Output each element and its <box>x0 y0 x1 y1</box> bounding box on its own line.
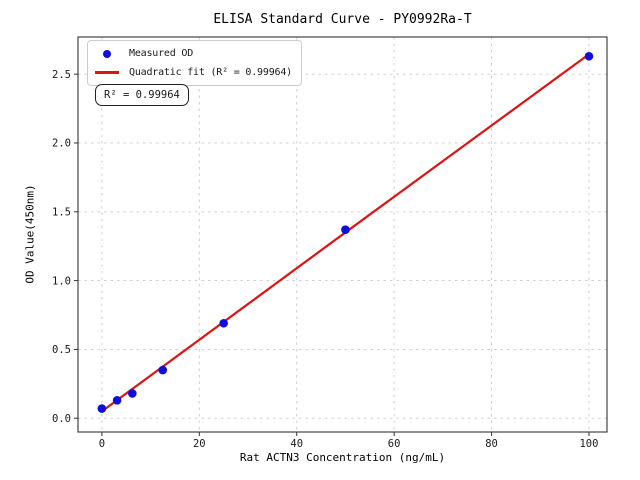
y-tick-label: 0.0 <box>52 413 71 425</box>
y-tick-label: 2.5 <box>52 69 71 81</box>
data-point <box>341 225 350 234</box>
y-tick-label: 0.5 <box>52 344 71 356</box>
legend-dot-marker-icon <box>103 49 111 58</box>
x-tick-label: 0 <box>99 438 105 450</box>
data-point <box>128 389 137 398</box>
y-axis-label: OD Value(450nm) <box>23 184 37 284</box>
legend-line-marker-icon <box>95 71 119 74</box>
data-point <box>97 404 107 413</box>
r-squared-annotation: R² = 0.99964 <box>95 84 189 106</box>
chart-title: ELISA Standard Curve - PY0992Ra-T <box>213 12 472 27</box>
x-tick-label: 100 <box>579 438 598 450</box>
legend-marker-cell <box>94 71 120 74</box>
plot-frame <box>77 36 608 433</box>
y-tick-label: 1.0 <box>52 275 71 287</box>
x-tick-label: 20 <box>193 438 206 450</box>
data-point <box>584 51 594 61</box>
data-point <box>158 365 168 375</box>
legend-marker-cell <box>94 49 120 58</box>
y-tick-label: 2.0 <box>52 138 71 150</box>
data-point <box>219 318 228 328</box>
x-tick-label: 80 <box>485 438 498 450</box>
x-tick-label: 40 <box>290 438 303 450</box>
data-point <box>112 396 122 405</box>
x-tick-label: 60 <box>388 438 401 450</box>
y-tick-label: 1.5 <box>52 206 71 218</box>
legend-label-measured-od: Measured OD <box>129 48 194 59</box>
legend-label-quadratic-fit: Quadratic fit (R² = 0.99964) <box>129 67 292 78</box>
legend-item-quadratic-fit: Quadratic fit (R² = 0.99964) <box>94 66 292 79</box>
legend-item-measured-od: Measured OD <box>94 47 292 60</box>
x-axis-label: Rat ACTN3 Concentration (ng/mL) <box>239 451 446 464</box>
legend: Measured OD Quadratic fit (R² = 0.99964) <box>87 40 302 86</box>
